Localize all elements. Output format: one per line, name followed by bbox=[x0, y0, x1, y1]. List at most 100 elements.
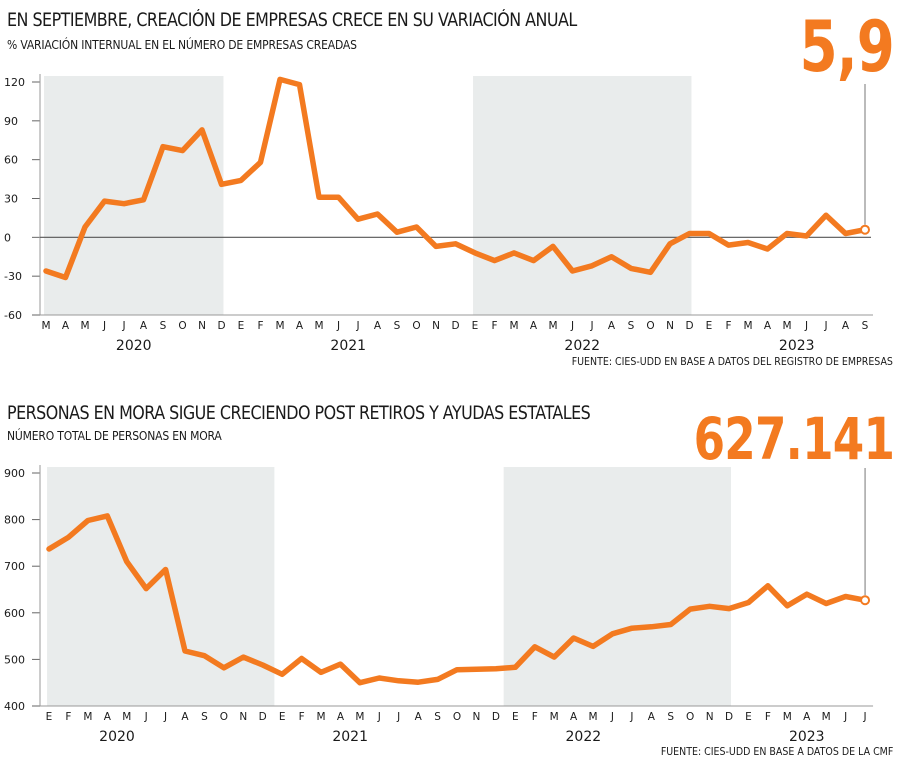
x-tick-label: J bbox=[804, 320, 808, 332]
y-tick-label: -60 bbox=[4, 309, 22, 322]
x-tick-label: S bbox=[862, 320, 869, 332]
x-tick-label: F bbox=[299, 711, 305, 723]
year-label: 2022 bbox=[566, 729, 602, 745]
y-tick-label: 60 bbox=[4, 154, 18, 167]
x-tick-label: M bbox=[275, 320, 284, 332]
data-series-line bbox=[46, 513, 868, 686]
x-tick-label: E bbox=[745, 711, 752, 723]
x-tick-label: E bbox=[706, 320, 713, 332]
x-tick-label: A bbox=[608, 320, 616, 332]
y-tick-label: 700 bbox=[4, 560, 25, 573]
x-tick-label: M bbox=[83, 711, 92, 723]
x-tick-label: J bbox=[589, 320, 593, 332]
x-tick-label: A bbox=[337, 711, 345, 723]
x-tick-label: D bbox=[259, 711, 267, 723]
x-tick-label: A bbox=[140, 320, 148, 332]
year-label: 2021 bbox=[330, 338, 366, 350]
x-tick-label: S bbox=[667, 711, 674, 723]
x-tick-label: J bbox=[843, 711, 847, 723]
y-tick-label: 900 bbox=[4, 467, 25, 480]
x-tick-label: M bbox=[509, 320, 518, 332]
chart-subtitle: % VARIACIÓN INTERNUAL EN EL NÚMERO DE EM… bbox=[7, 38, 357, 52]
x-tick-label: O bbox=[178, 320, 186, 332]
x-tick-label: A bbox=[842, 320, 850, 332]
x-tick-label: M bbox=[743, 320, 752, 332]
x-tick-label: M bbox=[41, 320, 50, 332]
x-tick-label: N bbox=[706, 711, 714, 723]
x-tick-label: A bbox=[296, 320, 304, 332]
x-tick-label: E bbox=[472, 320, 479, 332]
shaded-year-band bbox=[47, 467, 275, 706]
x-tick-label: N bbox=[432, 320, 440, 332]
x-tick-label: A bbox=[104, 711, 112, 723]
chart-title: PERSONAS EN MORA SIGUE CRECIENDO POST RE… bbox=[7, 403, 591, 424]
x-tick-label: A bbox=[530, 320, 538, 332]
x-tick-label: M bbox=[783, 711, 792, 723]
data-point-latest bbox=[860, 595, 871, 606]
x-tick-label: F bbox=[765, 711, 771, 723]
x-tick-label: M bbox=[316, 711, 325, 723]
x-tick-label: A bbox=[764, 320, 772, 332]
x-tick-label: D bbox=[451, 320, 459, 332]
chart-panel-mora: PERSONAS EN MORA SIGUE CRECIENDO POST RE… bbox=[0, 392, 900, 764]
x-tick-label: O bbox=[220, 711, 228, 723]
x-tick-label: D bbox=[725, 711, 733, 723]
x-tick-label: A bbox=[803, 711, 811, 723]
x-tick-label: F bbox=[725, 320, 731, 332]
y-tick-label: -30 bbox=[4, 270, 22, 283]
x-tick-label: J bbox=[163, 711, 167, 723]
x-tick-label: F bbox=[257, 320, 263, 332]
year-label: 2020 bbox=[116, 338, 152, 350]
x-tick-label: J bbox=[355, 320, 359, 332]
x-tick-label: J bbox=[144, 711, 148, 723]
x-tick-label: A bbox=[570, 711, 578, 723]
x-tick-label: J bbox=[121, 320, 125, 332]
x-tick-label: M bbox=[314, 320, 323, 332]
y-tick-label: 600 bbox=[4, 607, 25, 620]
chart-source: FUENTE: CIES-UDD EN BASE A DATOS DEL REG… bbox=[571, 356, 893, 368]
x-tick-label: D bbox=[685, 320, 693, 332]
year-label: 2020 bbox=[99, 729, 135, 745]
x-tick-label: A bbox=[415, 711, 423, 723]
chart-subtitle: NÚMERO TOTAL DE PERSONAS EN MORA bbox=[7, 429, 222, 443]
x-tick-label: J bbox=[823, 320, 827, 332]
chart-title: EN SEPTIEMBRE, CREACIÓN DE EMPRESAS CREC… bbox=[7, 10, 577, 31]
y-tick-label: 90 bbox=[4, 115, 18, 128]
y-tick-label: 0 bbox=[4, 231, 11, 244]
x-tick-label: J bbox=[377, 711, 381, 723]
x-tick-label: J bbox=[336, 320, 340, 332]
x-tick-label: A bbox=[62, 320, 70, 332]
year-label: 2023 bbox=[789, 729, 825, 745]
x-tick-label: E bbox=[46, 711, 53, 723]
y-tick-label: 30 bbox=[4, 193, 18, 206]
y-tick-label: 500 bbox=[4, 653, 25, 666]
x-tick-label: S bbox=[394, 320, 401, 332]
shaded-year-band bbox=[473, 76, 692, 315]
x-tick-label: N bbox=[666, 320, 674, 332]
x-tick-label: J bbox=[629, 711, 633, 723]
x-tick-label: S bbox=[628, 320, 635, 332]
x-tick-label: E bbox=[512, 711, 519, 723]
chart-source: FUENTE: CIES-UDD EN BASE A DATOS DE LA C… bbox=[660, 746, 893, 758]
year-label: 2022 bbox=[564, 338, 600, 350]
x-tick-label: S bbox=[201, 711, 208, 723]
x-tick-label: S bbox=[160, 320, 167, 332]
x-tick-label: M bbox=[589, 711, 598, 723]
y-tick-label: 800 bbox=[4, 514, 25, 527]
x-tick-label: F bbox=[65, 711, 71, 723]
x-tick-label: E bbox=[279, 711, 286, 723]
x-tick-label: S bbox=[434, 711, 441, 723]
x-tick-label: F bbox=[491, 320, 497, 332]
x-tick-label: N bbox=[473, 711, 481, 723]
x-tick-label: O bbox=[412, 320, 420, 332]
x-tick-label: E bbox=[238, 320, 245, 332]
x-tick-label: M bbox=[782, 320, 791, 332]
y-tick-label: 120 bbox=[4, 76, 25, 89]
x-tick-label: A bbox=[648, 711, 656, 723]
x-tick-label: O bbox=[646, 320, 654, 332]
x-tick-label: M bbox=[355, 711, 364, 723]
x-tick-label: O bbox=[453, 711, 461, 723]
year-label: 2023 bbox=[779, 338, 815, 350]
